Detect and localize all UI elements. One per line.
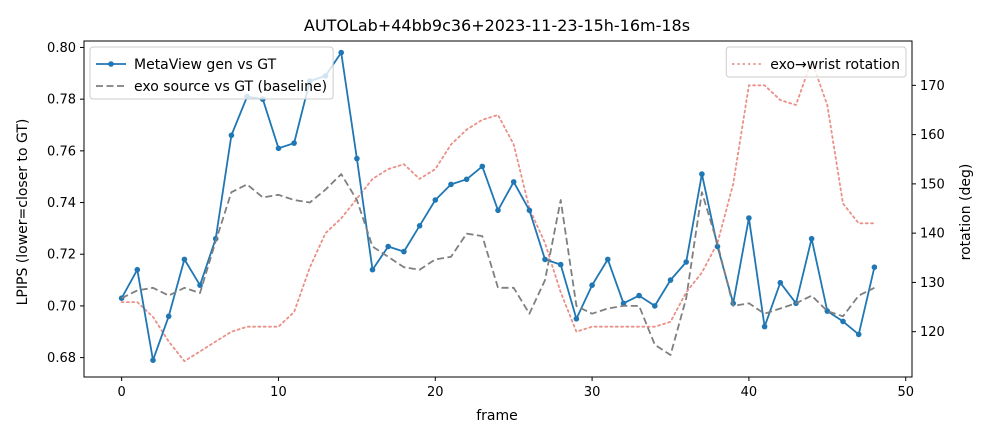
legend-marker: [108, 61, 114, 67]
data-point: [573, 316, 580, 322]
data-point: [275, 145, 282, 152]
data-point: [589, 282, 595, 289]
data-point: [495, 207, 501, 214]
legend-frame: [725, 46, 907, 78]
data-point: [746, 215, 752, 221]
data-point: [699, 171, 705, 177]
y-tick-label: 0.70: [47, 299, 76, 314]
data-point: [510, 179, 517, 185]
data-point: [840, 318, 846, 325]
legend-frame: [89, 46, 334, 100]
data-point: [354, 155, 360, 162]
data-point: [416, 223, 423, 229]
y-tick-label: 0.74: [47, 196, 76, 211]
y-tick-label: 0.68: [47, 351, 76, 366]
data-point: [385, 243, 392, 250]
y2-tick-label: 150: [920, 177, 945, 192]
y-tick-label: 0.72: [47, 248, 76, 263]
data-point: [150, 357, 156, 364]
data-point: [542, 256, 548, 263]
y2-tick-label: 130: [920, 276, 945, 291]
x-tick-label: 0: [117, 385, 125, 400]
data-point: [134, 266, 141, 273]
x-axis-label: frame: [476, 408, 518, 424]
legend-label: MetaView gen vs GT: [134, 57, 277, 73]
y-tick-label: 0.80: [47, 41, 76, 56]
data-point: [463, 176, 470, 183]
data-point: [291, 140, 297, 146]
data-point: [479, 163, 486, 170]
y-tick-label: 0.76: [47, 144, 76, 159]
legend-right: exo→wrist rotation: [725, 46, 907, 78]
data-point: [636, 292, 642, 299]
data-point: [620, 300, 627, 307]
data-point: [526, 207, 533, 214]
legend-label: exo→wrist rotation: [770, 57, 900, 73]
data-point: [557, 261, 564, 268]
data-point: [652, 303, 658, 309]
data-point: [855, 331, 862, 338]
y2-axis-label: rotation (deg): [958, 164, 974, 261]
x-tick-label: 10: [270, 385, 287, 400]
data-point: [683, 259, 689, 265]
data-point: [432, 197, 439, 203]
x-tick-label: 20: [427, 385, 444, 400]
y-tick-label: 0.78: [47, 93, 76, 108]
y2-tick-label: 170: [920, 79, 945, 94]
data-point: [181, 256, 188, 263]
data-point: [228, 132, 235, 139]
data-point: [777, 279, 784, 286]
x-tick-label: 40: [741, 385, 758, 400]
data-point: [761, 323, 768, 330]
data-point: [369, 266, 376, 273]
data-point: [448, 181, 454, 188]
y2-tick-label: 160: [920, 128, 945, 143]
data-point: [401, 248, 407, 255]
data-point: [808, 235, 815, 242]
x-tick-label: 50: [897, 385, 914, 400]
legend-left: MetaView gen vs GT exo source vs GT (base…: [89, 46, 334, 100]
plot-frame: [83, 40, 913, 378]
y2-tick-label: 140: [920, 227, 945, 242]
data-point: [165, 313, 172, 320]
data-point: [197, 282, 203, 289]
data-point: [714, 243, 721, 250]
x-tick-label: 30: [584, 385, 601, 400]
legend-label: exo source vs GT (baseline): [134, 79, 327, 95]
chart-title: AUTOLab+44bb9c36+2023-11-23-15h-16m-18s: [304, 16, 690, 35]
data-point: [338, 49, 345, 56]
data-point: [871, 264, 878, 271]
series-line-1: [121, 173, 875, 356]
series-line-2: [120, 59, 876, 363]
data-point: [667, 277, 674, 283]
y-axis-label: LPIPS (lower=closer to GT): [15, 119, 31, 306]
axes: 0 10 20 30 40 50 0.68 0.70 0.72 0.74 0.76 0.78 0.80 1…: [47, 40, 945, 400]
y2-tick-label: 120: [920, 325, 945, 340]
data-point: [605, 256, 611, 263]
